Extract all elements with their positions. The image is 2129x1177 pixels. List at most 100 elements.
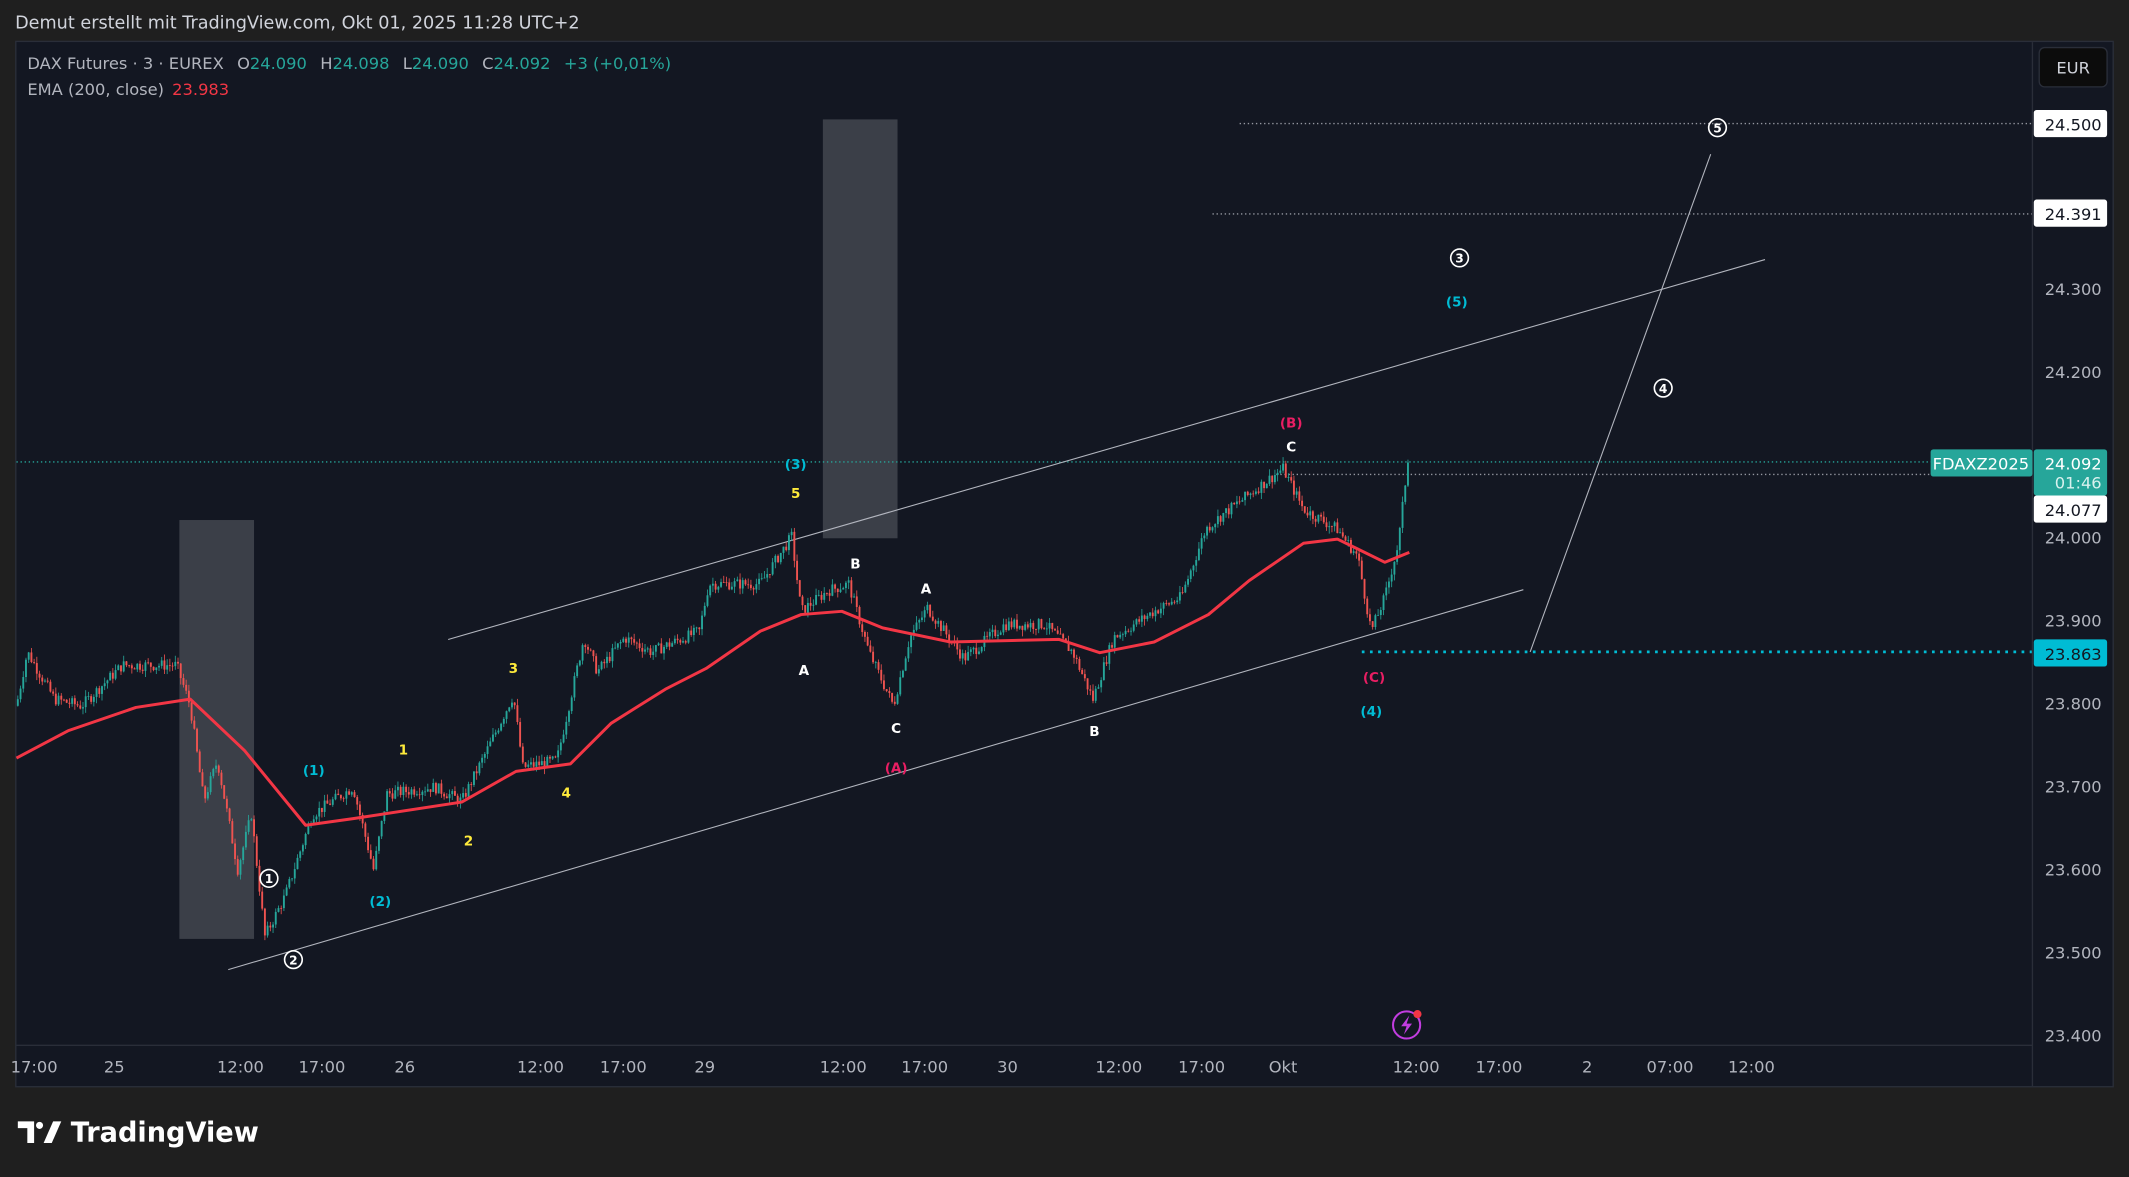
low-value: 24.090 xyxy=(412,54,469,73)
candle xyxy=(940,621,942,631)
candle xyxy=(1138,619,1141,622)
candle xyxy=(87,696,90,697)
symbol-name[interactable]: DAX Futures · 3 · EUREX xyxy=(27,54,223,73)
tradingview-logo[interactable]: TradingView xyxy=(17,1118,259,1149)
candle xyxy=(861,624,864,632)
candle xyxy=(163,660,166,670)
candle xyxy=(299,851,302,858)
candle xyxy=(777,555,780,563)
candle xyxy=(158,665,160,668)
plot-area[interactable]: 1 2 3 4 5 (1) (2) (3) (4) (5) 1 2 3 4 5 A B C A B C (A) (B) (C) xyxy=(15,118,2033,971)
candle xyxy=(1181,592,1184,593)
candle xyxy=(198,751,201,773)
candle xyxy=(709,585,712,596)
candle xyxy=(84,696,87,708)
candle xyxy=(714,583,717,590)
candle xyxy=(1140,615,1143,622)
candle xyxy=(399,786,402,795)
candle xyxy=(1385,587,1388,596)
candle xyxy=(1271,475,1274,483)
candle xyxy=(114,670,117,679)
candle xyxy=(261,891,264,909)
chart-panel[interactable] xyxy=(15,40,2114,1088)
candle xyxy=(654,645,657,652)
time-tick-label: 26 xyxy=(394,1057,415,1076)
candle xyxy=(863,631,866,637)
wave-label-white: C xyxy=(891,721,901,737)
candle xyxy=(991,629,994,633)
candle xyxy=(921,617,923,620)
candle xyxy=(1056,630,1059,634)
candle xyxy=(703,605,706,616)
candle xyxy=(513,702,516,706)
candle xyxy=(1352,551,1355,553)
candle xyxy=(972,647,975,650)
candle xyxy=(41,677,44,682)
candle xyxy=(692,627,695,636)
candle xyxy=(763,577,766,579)
candle xyxy=(277,908,280,912)
time-tick-label: 17:00 xyxy=(11,1057,58,1076)
candle xyxy=(739,579,741,589)
currency-button[interactable]: EUR xyxy=(2038,46,2108,88)
candle xyxy=(532,762,535,767)
candle xyxy=(1159,608,1162,614)
candle xyxy=(1301,500,1304,507)
candle xyxy=(1368,614,1371,622)
candle xyxy=(483,753,486,758)
candle xyxy=(806,602,809,613)
candle xyxy=(98,688,101,694)
candle xyxy=(614,647,617,649)
candle xyxy=(1200,538,1203,549)
candle xyxy=(82,707,84,709)
candle xyxy=(1225,508,1227,514)
candle xyxy=(122,661,125,672)
svg-text:24.500: 24.500 xyxy=(2045,115,2102,134)
price-axis[interactable]: 24.300 24.200 24.000 23.900 23.800 23.700 23.6… xyxy=(2045,280,2102,1046)
candle xyxy=(589,649,592,651)
candle xyxy=(853,596,856,598)
last-price-tag: 24.092 01:46 xyxy=(2033,449,2108,496)
time-tick-label: 17:00 xyxy=(600,1057,647,1076)
lightning-alert-icon[interactable] xyxy=(1392,1010,1422,1040)
candle xyxy=(1273,475,1276,483)
candle xyxy=(462,793,465,798)
candle xyxy=(706,595,709,606)
candle xyxy=(337,793,340,796)
candle xyxy=(467,784,470,797)
candle xyxy=(1246,491,1249,496)
candle xyxy=(1404,485,1407,502)
candle xyxy=(130,665,133,669)
candle xyxy=(1045,628,1048,630)
candle xyxy=(749,584,752,589)
candle xyxy=(527,764,530,767)
candle xyxy=(747,584,750,586)
candle xyxy=(179,663,182,679)
candle xyxy=(1282,463,1285,471)
candle xyxy=(948,634,951,642)
candle xyxy=(95,688,98,697)
candle xyxy=(437,783,440,794)
candle xyxy=(1233,502,1236,505)
candle xyxy=(1059,633,1062,635)
ema-legend[interactable]: EMA (200, close) 23.983 xyxy=(27,80,229,99)
candle xyxy=(456,795,459,804)
candle xyxy=(519,722,522,747)
candle xyxy=(690,630,693,636)
candle xyxy=(796,560,799,581)
candle xyxy=(831,584,834,596)
candle xyxy=(1287,477,1290,478)
candle xyxy=(1189,570,1192,579)
candle xyxy=(405,786,408,793)
candle xyxy=(817,594,820,596)
time-axis[interactable]: 17:00 25 12:00 17:00 26 12:00 17:00 29 12:00 17:0… xyxy=(11,1057,1775,1076)
candle xyxy=(19,688,22,700)
candle xyxy=(641,647,644,652)
candle xyxy=(828,593,831,596)
candle xyxy=(1165,603,1168,604)
candle xyxy=(239,860,242,875)
wave-label-circle: 2 xyxy=(283,950,304,970)
price-tick-label: 23.700 xyxy=(2045,778,2102,797)
candle xyxy=(931,616,934,621)
candle xyxy=(361,814,364,824)
